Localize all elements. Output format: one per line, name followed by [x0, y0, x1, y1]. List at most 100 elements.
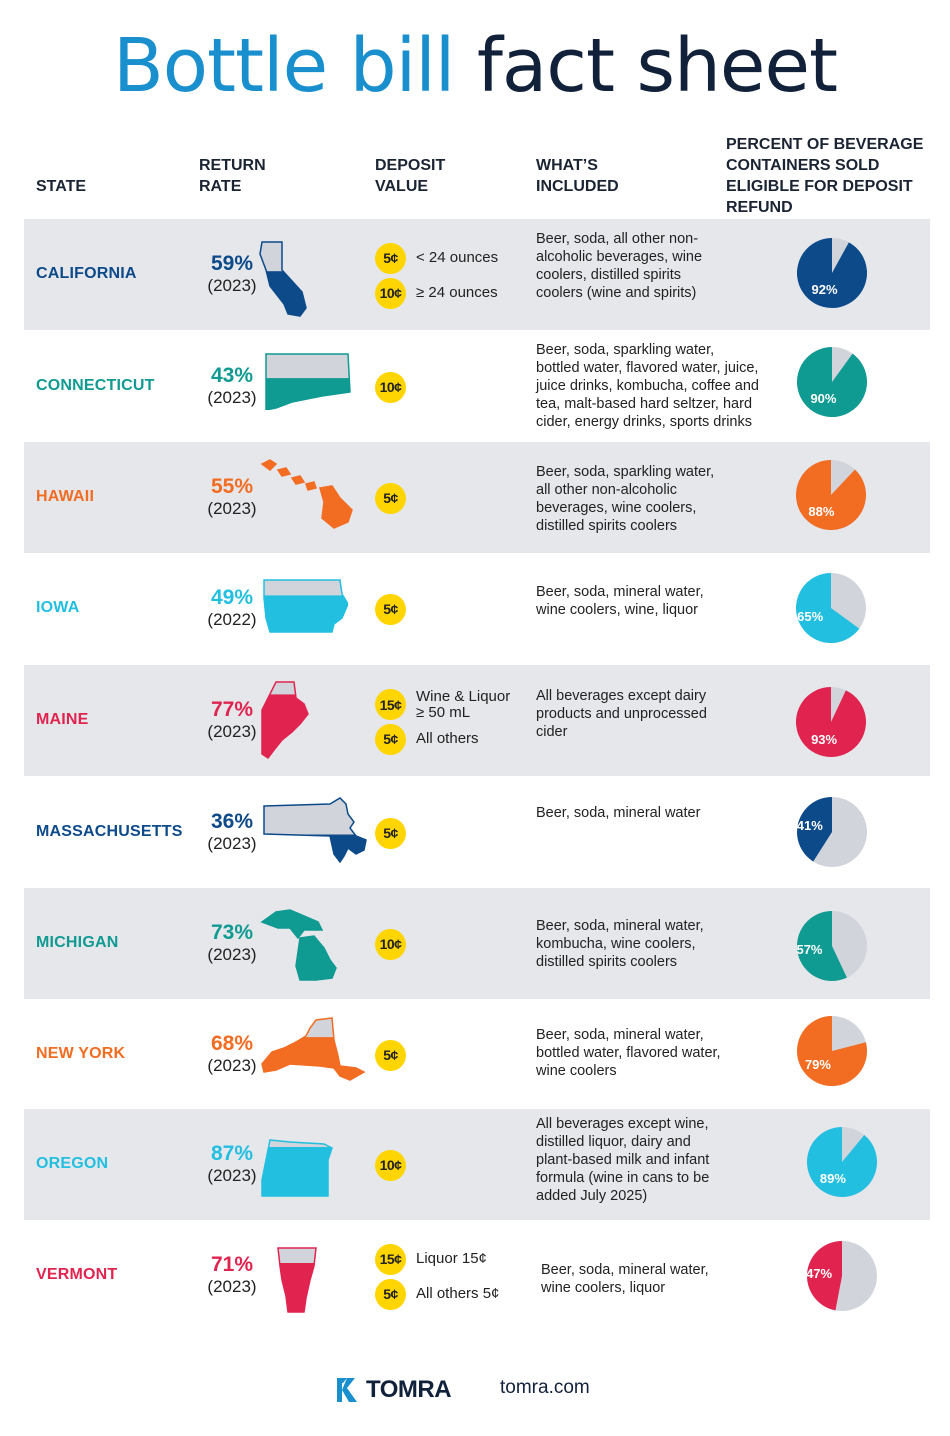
deposit-label: Liquor 15¢: [416, 1250, 487, 1267]
title-part-2: fact sheet: [476, 23, 838, 109]
deposit-coin: 15¢: [375, 689, 406, 720]
deposit-label: All others 5¢: [416, 1285, 500, 1302]
header-return-rate: RETURN RATE: [199, 157, 266, 195]
state-name: MICHIGAN: [36, 933, 119, 951]
return-rate-value: 49%: [210, 585, 254, 609]
state-row: MASSACHUSETTS 36% (2023) 5¢ Beer, soda, mine…: [24, 777, 930, 888]
deposit-item: 10¢: [375, 1149, 406, 1181]
pie-eligible-slice: [795, 460, 866, 530]
pie-percent-label: 79%: [804, 1057, 831, 1073]
deposit-coin: 5¢: [375, 593, 406, 625]
included-text: Beer, soda, sparkling water, all other no…: [536, 464, 715, 534]
deposit-item: 5¢ All others: [375, 723, 479, 755]
return-rate-value: 68%: [210, 1031, 254, 1055]
deposit-item: 5¢ < 24 ounces: [375, 242, 499, 274]
pie-percent-label: 41%: [796, 818, 823, 834]
deposit-item: 10¢ ≥ 24 ounces: [375, 277, 498, 309]
return-rate: 55% (2023): [197, 474, 267, 519]
return-rate: 59% (2023): [197, 252, 267, 296]
deposit-item: 10¢: [375, 371, 406, 403]
pie-eligible-slice: [795, 687, 866, 757]
pie-percent-label: 47%: [806, 1266, 833, 1282]
deposit-coin: 15¢: [375, 1243, 406, 1275]
return-rate-year: (2023): [207, 387, 257, 407]
state-name: VERMONT: [36, 1265, 118, 1283]
state-name: CONNECTICUT: [36, 376, 155, 394]
iowa-map-icon: [263, 579, 348, 633]
pie-eligible-slice: [796, 573, 860, 643]
tomra-logo-icon: [337, 1378, 357, 1402]
return-rate-year: (2023): [207, 275, 257, 295]
pie-percent-label: 65%: [797, 609, 824, 625]
deposit-label: < 24 ounces: [416, 249, 499, 266]
included-text: Beer, soda, mineral water, kombucha, wine…: [536, 918, 704, 970]
included-text: Beer, soda, mineral water, wine coolers, …: [541, 1262, 709, 1296]
deposit-item: 5¢: [375, 1039, 406, 1071]
pie-eligible-slice: [797, 347, 868, 417]
deposit-item: 5¢: [375, 593, 406, 625]
massachusetts-map-icon: [263, 797, 367, 864]
tomra-logo: TOMRA: [336, 1376, 452, 1404]
page-title: Bottle bill fact sheet: [0, 24, 950, 108]
state-row: NEW YORK 68% (2023) 5¢ Beer, soda, mineral w…: [24, 999, 930, 1110]
deposit-item: 5¢ All others 5¢: [375, 1278, 500, 1310]
pie-percent-label: 90%: [810, 391, 837, 407]
state-name: OREGON: [36, 1154, 109, 1172]
deposit-label: All others: [416, 730, 479, 747]
return-rate-value: 36%: [210, 809, 254, 833]
header-percent-eligible: PERCENT OF BEVERAGE CONTAINERS SOLD ELIGI…: [726, 136, 924, 216]
deposit-coin: 5¢: [375, 723, 406, 755]
website-link[interactable]: tomra.com: [500, 1377, 590, 1398]
eligible-pie-chart: 89%: [806, 1126, 878, 1198]
deposit-label: Wine & Liquor ≥ 50 mL: [416, 687, 511, 721]
return-rate: 73% (2023): [197, 920, 267, 965]
state-name: IOWA: [36, 598, 80, 616]
pie-eligible-slice: [796, 1016, 867, 1086]
state-row: MAINE 77% (2023) 15¢ Wine & Liquor ≥ 50 mL 5¢ A…: [24, 665, 930, 776]
pie-percent-label: 57%: [796, 942, 823, 958]
eligible-pie-chart: 57%: [796, 910, 868, 982]
return-rate: 43% (2023): [197, 363, 267, 408]
deposit-coin: 10¢: [375, 277, 406, 309]
pie-percent-label: 92%: [811, 282, 838, 298]
deposit-item: 10¢: [375, 928, 406, 960]
eligible-pie-chart: 92%: [796, 237, 868, 309]
return-rate-value: 43%: [210, 363, 254, 387]
deposit-coin: 5¢: [375, 1039, 406, 1071]
pie-eligible-slice: [807, 1127, 878, 1197]
return-rate-year: (2022): [207, 609, 257, 629]
included-text: Beer, soda, mineral water, wine coolers, …: [536, 584, 704, 618]
return-rate-year: (2023): [207, 944, 257, 964]
state-name: MASSACHUSETTS: [36, 822, 183, 840]
title-part-1: Bottle bill: [112, 23, 455, 109]
deposit-coin: 5¢: [375, 482, 406, 514]
eligible-pie-chart: 90%: [796, 346, 868, 418]
tomra-logo-word: TOMRA: [366, 1376, 452, 1403]
included-text: Beer, soda, all other non-alcoholic beve…: [536, 231, 703, 301]
state-name: HAWAII: [36, 487, 95, 505]
california-map-icon: [259, 241, 307, 317]
header-state: STATE: [36, 178, 87, 195]
header-whats-included: WHAT’S INCLUDED: [536, 157, 619, 195]
return-rate-value: 87%: [210, 1141, 254, 1165]
state-row: CONNECTICUT 43% (2023) 10¢ Beer, soda, spark…: [24, 331, 930, 442]
return-rate: 77% (2023): [197, 698, 267, 742]
pie-eligible-slice: [796, 238, 867, 308]
deposit-coin: 5¢: [375, 242, 406, 274]
oregon-map-icon: [261, 1139, 333, 1197]
deposit-label: ≥ 24 ounces: [416, 284, 498, 301]
included-text: Beer, soda, sparkling water, bottled wate…: [536, 342, 760, 430]
return-rate: 68% (2023): [197, 1031, 267, 1076]
return-rate-year: (2023): [207, 1055, 257, 1075]
deposit-item: 5¢: [375, 817, 406, 849]
deposit-coin: 10¢: [375, 371, 406, 403]
connecticut-map-icon: [265, 353, 351, 410]
return-rate-year: (2023): [207, 721, 257, 741]
state-name: MAINE: [36, 710, 89, 728]
return-rate: 71% (2023): [197, 1253, 267, 1297]
deposit-coin: 10¢: [375, 928, 406, 960]
return-rate-value: 55%: [210, 474, 254, 498]
return-rate-year: (2023): [207, 833, 257, 853]
return-rate-value: 73%: [210, 920, 254, 944]
pie-percent-label: 93%: [811, 731, 838, 747]
